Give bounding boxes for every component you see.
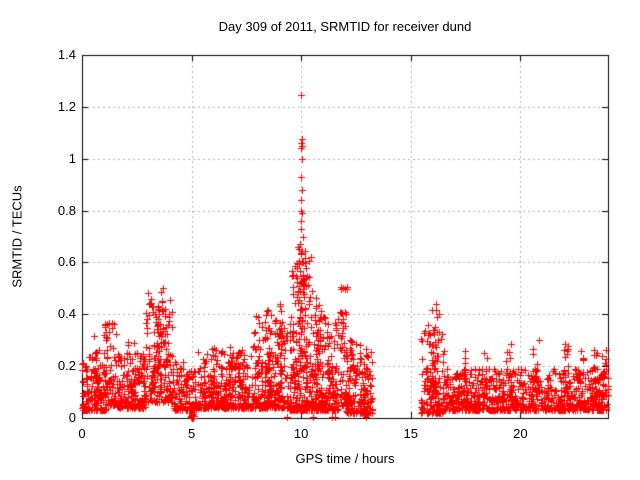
x-tick-label: 15 [403, 426, 418, 441]
y-tick-label: 1.2 [57, 98, 76, 114]
x-tick-label: 20 [513, 426, 528, 441]
y-tick-label: 0 [68, 410, 76, 425]
x-tick-label: 10 [293, 426, 309, 441]
chart-title: Day 309 of 2011, SRMTID for receiver dun… [218, 19, 472, 34]
x-axis-label: GPS time / hours [295, 451, 395, 466]
y-axis-label: SRMTID / TECUs [9, 185, 25, 288]
x-tick-label: 5 [187, 426, 196, 441]
x-tick-label: 0 [78, 426, 86, 441]
y-tick-label: 0.4 [57, 306, 76, 322]
y-tick-label: 0.6 [57, 254, 76, 270]
y-tick-label: 0.2 [57, 358, 76, 374]
y-tick-label: 0.8 [57, 202, 76, 218]
y-tick-label: 1.4 [57, 47, 76, 62]
y-tick-label: 1 [68, 150, 76, 166]
